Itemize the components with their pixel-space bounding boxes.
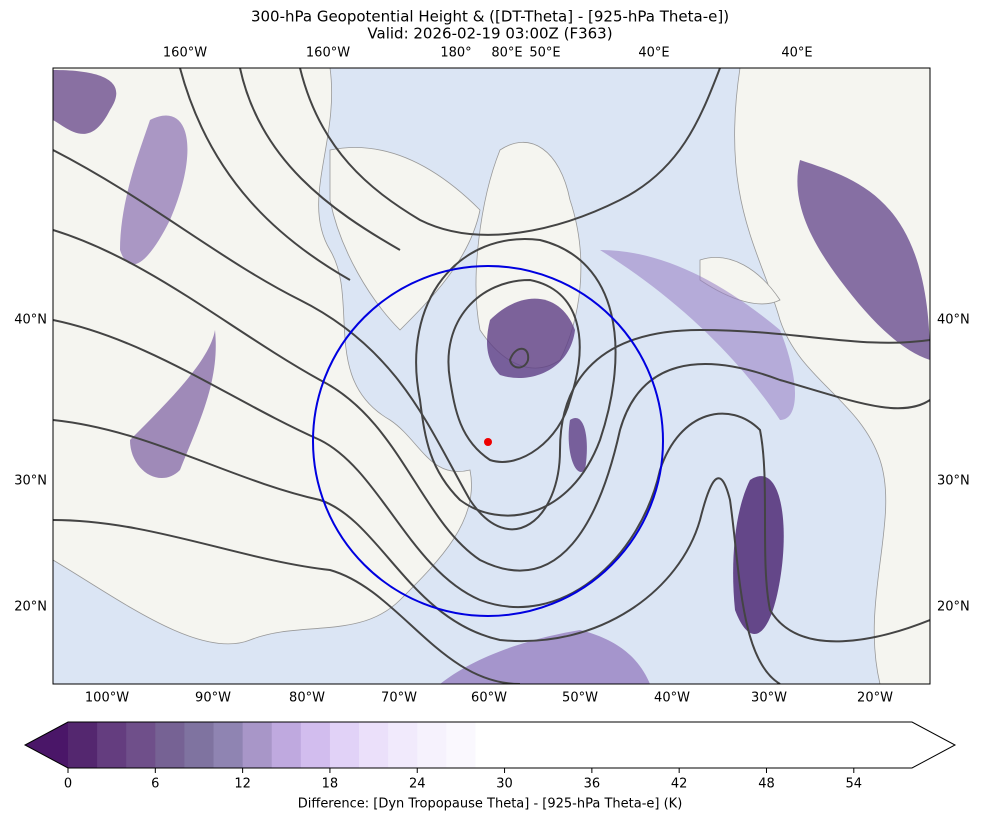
colorbar-bin xyxy=(97,722,127,768)
colorbar-bin xyxy=(475,722,506,768)
bottom-lon-label: 40°W xyxy=(654,691,690,706)
bottom-lon-label: 30°W xyxy=(751,691,787,706)
colorbar-bin xyxy=(271,722,302,768)
colorbar-tick-label: 12 xyxy=(234,777,251,792)
colorbar-tick-label: 30 xyxy=(496,777,513,792)
colorbar-bin xyxy=(650,722,680,768)
colorbar-tick-label: 54 xyxy=(846,777,863,792)
bottom-lon-label: 80°W xyxy=(289,691,325,706)
bottom-lon-label: 70°W xyxy=(381,691,417,706)
colorbar-bin xyxy=(359,722,389,768)
top-lon-label: 160°W xyxy=(163,46,207,61)
bottom-lon-label: 100°W xyxy=(85,691,129,706)
colorbar-bin xyxy=(620,722,651,768)
top-lon-label: 40°E xyxy=(781,46,812,61)
map xyxy=(53,68,930,684)
colorbar: 0 6 12 18 24 30 36 42 48 54 xyxy=(23,721,957,792)
top-lon-label: 180° xyxy=(440,46,471,61)
colorbar-bin xyxy=(853,722,884,768)
colorbar-bin xyxy=(504,722,535,768)
bottom-lon-label: 50°W xyxy=(562,691,598,706)
top-lon-label: 50°E xyxy=(529,46,560,61)
right-lat-label: 20°N xyxy=(937,600,970,615)
colorbar-bin xyxy=(155,722,185,768)
colorbar-outline xyxy=(23,721,957,769)
colorbar-bin xyxy=(213,722,244,768)
colorbar-tick-label: 42 xyxy=(671,777,688,792)
colorbar-bin xyxy=(533,722,564,768)
colorbar-tick-label: 48 xyxy=(758,777,775,792)
colorbar-bin xyxy=(824,722,855,768)
colorbar-bin xyxy=(562,722,593,768)
colorbar-bin xyxy=(417,722,447,768)
colorbar-bin xyxy=(737,722,767,768)
colorbar-bin xyxy=(126,722,156,768)
left-lat-label: 30°N xyxy=(14,474,47,489)
colorbar-bin xyxy=(795,722,826,768)
right-lat-label: 30°N xyxy=(937,474,970,489)
colorbar-tick-label: 24 xyxy=(409,777,426,792)
colorbar-bin xyxy=(68,722,98,768)
colorbar-bin xyxy=(300,722,331,768)
colorbar-bin xyxy=(882,722,913,768)
colorbar-label: Difference: [Dyn Tropopause Theta] - [92… xyxy=(298,797,683,812)
top-lon-label: 40°E xyxy=(638,46,669,61)
colorbar-tick-label: 0 xyxy=(64,777,72,792)
left-lat-label: 40°N xyxy=(14,313,47,328)
colorbar-over xyxy=(912,722,955,768)
colorbar-bin xyxy=(591,722,622,768)
colorbar-under xyxy=(25,722,68,768)
bottom-lon-label: 90°W xyxy=(195,691,231,706)
subtitle: Valid: 2026-02-19 03:00Z (F363) xyxy=(367,25,612,43)
map-frame xyxy=(52,67,931,685)
colorbar-bin xyxy=(766,722,797,768)
colorbar-bin xyxy=(388,722,418,768)
colorbar-tick-label: 6 xyxy=(151,777,159,792)
colorbar-bin xyxy=(708,722,738,768)
title: 300-hPa Geopotential Height & ([DT-Theta… xyxy=(251,8,729,26)
colorbar-bin xyxy=(679,722,709,768)
colorbar-bin xyxy=(446,722,476,768)
top-lon-label: 160°W xyxy=(306,46,350,61)
colorbar-bin xyxy=(184,722,215,768)
colorbar-bin xyxy=(329,722,360,768)
colorbar-bin xyxy=(242,722,273,768)
bottom-lon-label: 60°W xyxy=(471,691,507,706)
top-lon-label: 80°E xyxy=(491,46,522,61)
height-contours xyxy=(53,68,930,684)
colorbar-tick-label: 18 xyxy=(322,777,339,792)
bottom-lon-label: 20°W xyxy=(857,691,893,706)
highlight-circle xyxy=(312,265,664,617)
colorbar-tick-label: 36 xyxy=(584,777,601,792)
right-lat-label: 40°N xyxy=(937,313,970,328)
center-point xyxy=(484,438,492,446)
left-lat-label: 20°N xyxy=(14,600,47,615)
